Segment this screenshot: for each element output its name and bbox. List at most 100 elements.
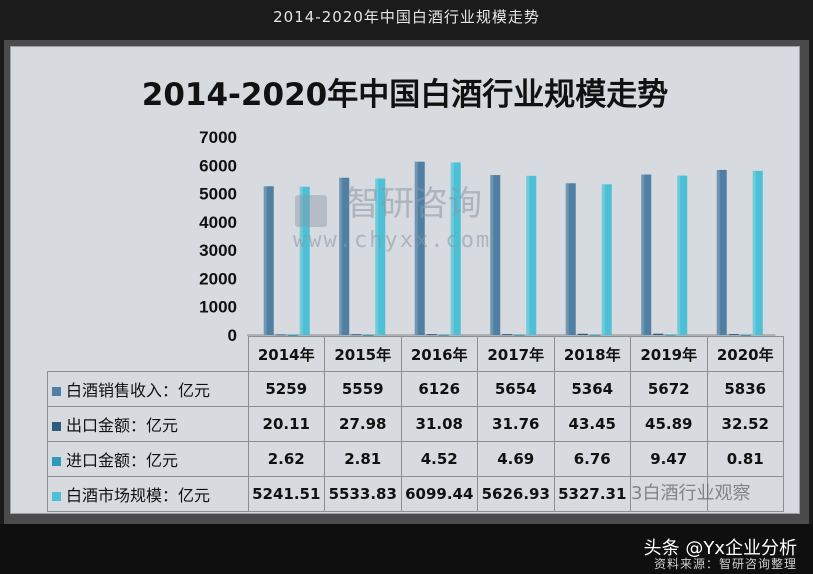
data-label: 27.98 xyxy=(324,406,402,442)
bar-s0-1 xyxy=(339,177,350,335)
bar-s1-6 xyxy=(728,334,739,336)
legend-swatch xyxy=(52,387,61,396)
legend-swatch xyxy=(52,422,61,431)
data-label: 4.52 xyxy=(400,441,478,477)
data-label: 31.08 xyxy=(400,406,478,442)
x-tick-label: 2016年 xyxy=(400,336,478,372)
x-tick-label: 2020年 xyxy=(706,336,784,372)
bar-s0-2 xyxy=(414,161,425,335)
table-row: 白酒销售收入：亿元 5259 5559 6126 5654 5364 5672 5836 xyxy=(47,371,784,407)
bar-s3-2 xyxy=(450,162,461,335)
data-label: 5836 xyxy=(706,371,784,407)
y-tick-label: 5000 xyxy=(199,185,237,204)
bar-highlight xyxy=(375,178,379,335)
data-label: 32.52 xyxy=(706,406,784,442)
x-tick-label: 2017年 xyxy=(477,336,555,372)
legend-label: 白酒市场规模：亿元 xyxy=(66,486,211,505)
table-header-row: 2014年 2015年 2016年 2017年 2018年 2019年 2020年 xyxy=(47,336,784,372)
x-tick-label: 2018年 xyxy=(553,336,631,372)
bar-s3-1 xyxy=(375,178,386,335)
bar-s1-2 xyxy=(426,334,437,336)
data-label: 9.47 xyxy=(630,441,708,477)
legend-label: 进口金额：亿元 xyxy=(66,451,179,470)
credit-text: 头条 @Yx企业分析 xyxy=(643,538,797,559)
data-label: 5626.93 xyxy=(477,476,555,512)
bar-s1-1 xyxy=(351,334,362,336)
y-tick-label: 7000 xyxy=(199,128,237,147)
data-label: 6099.44 xyxy=(400,476,478,512)
data-label: 45.89 xyxy=(630,406,708,442)
bar-s2-1 xyxy=(363,334,374,336)
data-table: 2014年 2015年 2016年 2017年 2018年 2019年 2020年 白酒销售… xyxy=(47,336,784,512)
bar-s1-5 xyxy=(653,333,664,335)
bar-s3-3 xyxy=(526,175,537,335)
bar-highlight xyxy=(299,186,303,335)
legend-label: 出口金额：亿元 xyxy=(66,416,179,435)
y-tick-label: 2000 xyxy=(199,269,237,288)
bar-s0-6 xyxy=(716,169,727,335)
y-tick-label: 1000 xyxy=(199,298,237,317)
bar-s0-3 xyxy=(490,175,501,335)
bar-highlight xyxy=(490,175,494,335)
bar-highlight xyxy=(601,184,605,335)
bar-highlight xyxy=(565,183,569,335)
bar-highlight xyxy=(526,175,530,335)
data-label: 43.45 xyxy=(553,406,631,442)
bar-s3-5 xyxy=(677,175,688,335)
chart-area: 2014-2020年中国白酒行业规模走势 0 1000 2000 3000 4000 50… xyxy=(10,46,800,514)
bar-s0-5 xyxy=(641,174,652,335)
watermark-url: www.chyxx.com xyxy=(293,228,491,253)
bar-highlight xyxy=(263,186,267,335)
x-tick-label: 2015年 xyxy=(324,336,402,372)
table-row: 进口金额：亿元 2.62 2.81 4.52 4.69 6.76 9.47 0.81 xyxy=(47,441,784,477)
source-text: 资料来源：智研咨询整理 xyxy=(653,557,797,571)
data-label: 2.81 xyxy=(324,441,402,477)
bar-highlight xyxy=(450,162,454,335)
data-label: 5559 xyxy=(324,371,402,407)
bar-s2-3 xyxy=(514,334,525,336)
chart-plot: 0 1000 2000 3000 4000 5000 6000 7000 智研咨询 www.chy… xyxy=(199,128,776,345)
legend-label: 白酒销售收入：亿元 xyxy=(66,381,211,400)
bar-s1-4 xyxy=(577,333,588,335)
data-label: 31.76 xyxy=(477,406,555,442)
table-row: 出口金额：亿元 20.11 27.98 31.08 31.76 43.45 45.89 32.… xyxy=(47,406,784,442)
bar-s0-0 xyxy=(263,186,274,335)
legend-entry: 白酒市场规模：亿元 xyxy=(47,476,249,512)
x-tick-label: 2019年 xyxy=(630,336,708,372)
data-label: 5241.51 xyxy=(247,476,325,512)
bar-highlight xyxy=(716,169,720,335)
bar-s3-4 xyxy=(601,184,612,335)
legend-swatch xyxy=(52,492,61,501)
bar-highlight xyxy=(677,175,681,335)
data-label: 20.11 xyxy=(247,406,325,442)
bar-s2-0 xyxy=(287,334,298,336)
top-caption: 2014-2020年中国白酒行业规模走势 xyxy=(273,8,540,26)
y-tick-label: 3000 xyxy=(199,241,237,260)
y-tick-label: 0 xyxy=(228,326,237,345)
data-label: 2.62 xyxy=(247,441,325,477)
watermark-cn: 智研咨询 xyxy=(346,184,482,224)
bar-highlight xyxy=(339,177,343,335)
bar-s2-6 xyxy=(740,334,751,336)
data-label xyxy=(706,476,784,512)
legend-entry: 白酒销售收入：亿元 xyxy=(47,371,249,407)
data-label: 5364 xyxy=(553,371,631,407)
watermark-logo-icon xyxy=(295,195,327,227)
bar-s2-2 xyxy=(438,334,449,336)
chart-title: 2014-2020年中国白酒行业规模走势 xyxy=(141,77,669,113)
data-label: 5327.31 xyxy=(553,476,631,512)
data-label: 6126 xyxy=(400,371,478,407)
bottom-bar xyxy=(0,524,813,574)
data-label: 0.81 xyxy=(706,441,784,477)
data-label: 5672 xyxy=(630,371,708,407)
bar-highlight xyxy=(752,170,756,335)
legend-entry: 进口金额：亿元 xyxy=(47,441,249,477)
y-tick-label: 6000 xyxy=(199,156,237,175)
bar-s1-3 xyxy=(502,334,513,336)
data-label: 5533.83 xyxy=(324,476,402,512)
bar-s1-0 xyxy=(275,334,286,336)
data-label xyxy=(630,476,708,512)
bar-s2-5 xyxy=(665,334,676,336)
data-label: 4.69 xyxy=(477,441,555,477)
bar-s0-4 xyxy=(565,183,576,335)
